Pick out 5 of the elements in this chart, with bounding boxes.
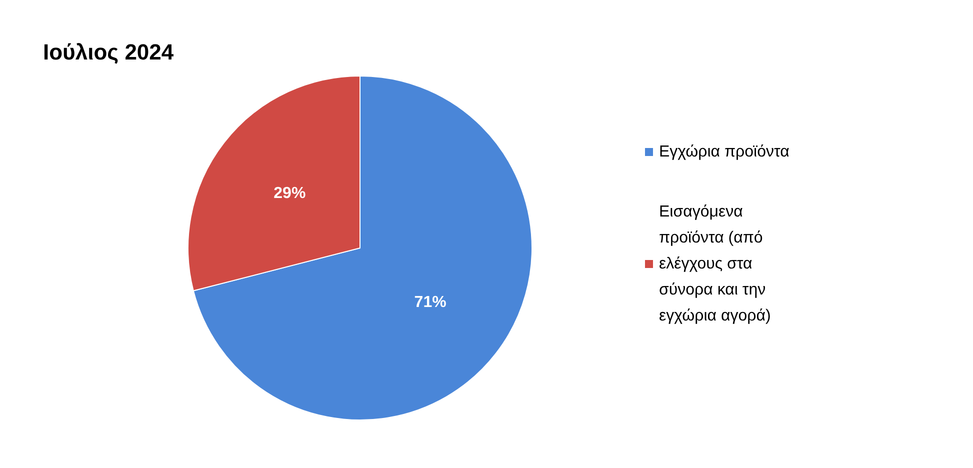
- data-label: 29%: [274, 184, 306, 202]
- data-label: 71%: [414, 294, 446, 312]
- chart-title: Ιούλιος 2024: [43, 40, 174, 64]
- legend-label: Εισαγόμενα προϊόντα (από ελέγχους στα σύνορα και την εγχώρια αγορά): [659, 204, 771, 324]
- legend-label: Εγχώρια προϊόντα: [659, 144, 790, 160]
